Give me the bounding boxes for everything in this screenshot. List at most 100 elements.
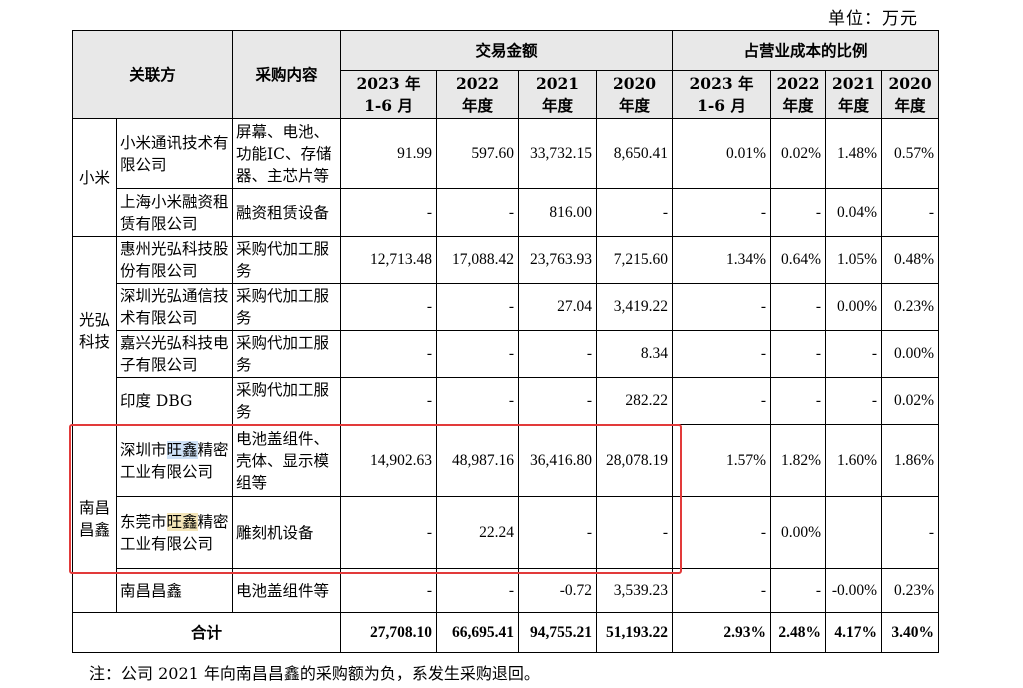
amount-cell: 91.99	[340, 118, 438, 189]
ratio-cell: 0.02%	[770, 118, 827, 189]
total-row: 合计 27,708.10 66,695.41 94,755.21 51,193.…	[71, 612, 940, 653]
amount-cell: 17,088.42	[436, 236, 520, 284]
ratio-cell: 1.57%	[672, 424, 772, 497]
amount-cell: -	[340, 377, 438, 425]
ratio-cell: 1.82%	[770, 424, 827, 497]
entity-prefix: 东莞市	[120, 512, 167, 531]
ratio-cell: -	[881, 188, 940, 237]
ratio-cell: -	[770, 330, 827, 378]
entity-cell: 惠州光弘科技股份有限公司	[115, 236, 234, 284]
amount-cell: -	[436, 377, 520, 425]
entity-suffix: 精密工业有限公司	[120, 512, 229, 553]
amount-cell: 23,763.93	[518, 236, 598, 284]
ratio-cell: 0.04%	[825, 188, 883, 237]
footnote: 注：公司 2021 年向南昌昌鑫的采购额为负，系发生采购退回。	[89, 664, 540, 683]
header-ratio: 占营业成本的比例	[672, 30, 940, 71]
ratio-cell: -	[672, 377, 772, 425]
entity-cell: 上海小米融资租赁有限公司	[115, 188, 234, 237]
table-row: 印度 DBG 采购代加工服务 - - - 282.22 - - - 0.02%	[73, 377, 940, 425]
ratio-cell: -	[672, 568, 772, 613]
ratio-cell: 1.05%	[825, 236, 883, 284]
header-year-2020: 2020 年度	[596, 70, 674, 119]
table-row: 光弘 科技 惠州光弘科技股份有限公司 采购代加工服务 12,713.48 17,…	[72, 236, 940, 425]
amount-cell: 8,650.41	[596, 118, 674, 189]
entity-cell: 深圳光弘通信技术有限公司	[115, 283, 234, 331]
ratio-cell: -	[672, 283, 772, 331]
ratio-cell: 0.02%	[881, 377, 940, 425]
content-cell: 电池盖组件、壳体、显示模组等	[232, 424, 342, 497]
amount-cell: -	[518, 496, 598, 569]
ratio-cell: 0.00%	[881, 330, 940, 378]
header-party: 关联方	[71, 30, 234, 119]
entity-cell: 小米通讯技术有限公司	[115, 118, 234, 189]
amount-cell: -	[340, 330, 438, 378]
total-label: 合计	[71, 612, 342, 653]
content-cell: 采购代加工服务	[232, 236, 342, 284]
amount-cell: -	[436, 568, 520, 613]
amount-cell: -	[596, 188, 674, 237]
amount-cell: -	[518, 377, 598, 425]
ratio-cell: -	[825, 377, 883, 425]
header-year-2022: 2022 年度	[436, 70, 520, 119]
total-ratio-cell: 3.40%	[881, 612, 940, 653]
total-ratio-cell: 2.93%	[672, 612, 772, 653]
amount-cell: 14,902.63	[340, 424, 438, 497]
total-ratio-cell: 2.48%	[770, 612, 827, 653]
group-nanchang: 南昌 昌鑫	[72, 424, 117, 613]
ratio-cell: -	[770, 377, 827, 425]
entity-cell: 南昌昌鑫	[115, 568, 234, 613]
ratio-cell: -	[770, 568, 827, 613]
amount-cell: 7,215.60	[596, 236, 674, 284]
content-cell: 融资租赁设备	[232, 188, 342, 237]
total-amount-cell: 94,755.21	[518, 612, 598, 653]
content-cell: 电池盖组件等	[232, 568, 342, 613]
ratio-cell: 0.23%	[881, 568, 940, 613]
table-row: 南昌昌鑫 电池盖组件等 - - -0.72 3,539.23 - - -0.00…	[73, 568, 940, 613]
ratio-cell: 0.00%	[770, 496, 827, 569]
amount-cell: -	[436, 330, 520, 378]
amount-cell: -	[340, 496, 438, 569]
table-row: 深圳光弘通信技术有限公司 采购代加工服务 - - 27.04 3,419.22 …	[73, 283, 940, 331]
content-cell: 采购代加工服务	[232, 283, 342, 331]
amount-cell: 12,713.48	[340, 236, 438, 284]
ratio-cell: -	[881, 496, 940, 569]
amount-cell: -	[436, 188, 520, 237]
header-year-2023h1: 2023 年 1-6 月	[340, 70, 438, 119]
entity-suffix: 精密工业有限公司	[120, 440, 229, 481]
highlighted-name: 旺鑫	[166, 512, 198, 531]
header-amount: 交易金额	[340, 30, 674, 71]
table-row: 小米 小米通讯技术有限公司 屏幕、电池、功能IC、存储器、主芯片等 91.99 …	[72, 118, 940, 237]
ratio-cell: -	[672, 496, 772, 569]
ratio-cell: 0.57%	[881, 118, 940, 189]
table-row: 东莞市旺鑫精密工业有限公司 雕刻机设备 - 22.24 - - - 0.00% …	[73, 496, 940, 569]
amount-cell: -	[436, 283, 520, 331]
amount-cell: 8.34	[596, 330, 674, 378]
ratio-cell: -	[672, 188, 772, 237]
header-ratio-year-2023h1: 2023 年 1-6 月	[672, 70, 772, 119]
content-cell: 雕刻机设备	[232, 496, 342, 569]
group-xiaomi: 小米	[72, 118, 117, 237]
total-ratio-cell: 4.17%	[825, 612, 883, 653]
amount-cell: 597.60	[436, 118, 520, 189]
total-amount-cell: 51,193.22	[596, 612, 674, 653]
header-ratio-year-2021: 2021 年度	[825, 70, 883, 119]
amount-cell: -	[340, 188, 438, 237]
content-cell: 屏幕、电池、功能IC、存储器、主芯片等	[232, 118, 342, 189]
table-row: 南昌 昌鑫 深圳市旺鑫精密工业有限公司 电池盖组件、壳体、显示模组等 14,90…	[72, 424, 940, 613]
amount-cell: -	[340, 283, 438, 331]
amount-cell: -	[518, 330, 598, 378]
ratio-cell: 1.60%	[825, 424, 883, 497]
ratio-cell	[825, 496, 883, 569]
amount-cell: 3,539.23	[596, 568, 674, 613]
header-ratio-year-2020: 2020 年度	[881, 70, 940, 119]
amount-cell: 28,078.19	[596, 424, 674, 497]
ratio-cell: -0.00%	[825, 568, 883, 613]
related-party-procurement-table: 关联方 采购内容 交易金额 占营业成本的比例 2023 年 1-6 月 2022…	[71, 30, 940, 653]
entity-cell: 深圳市旺鑫精密工业有限公司	[115, 424, 234, 497]
ratio-cell: 0.64%	[770, 236, 827, 284]
entity-prefix: 深圳市	[120, 440, 167, 459]
ratio-cell: -	[770, 283, 827, 331]
entity-cell: 东莞市旺鑫精密工业有限公司	[115, 496, 234, 569]
amount-cell: 48,987.16	[436, 424, 520, 497]
header-content: 采购内容	[232, 30, 342, 119]
